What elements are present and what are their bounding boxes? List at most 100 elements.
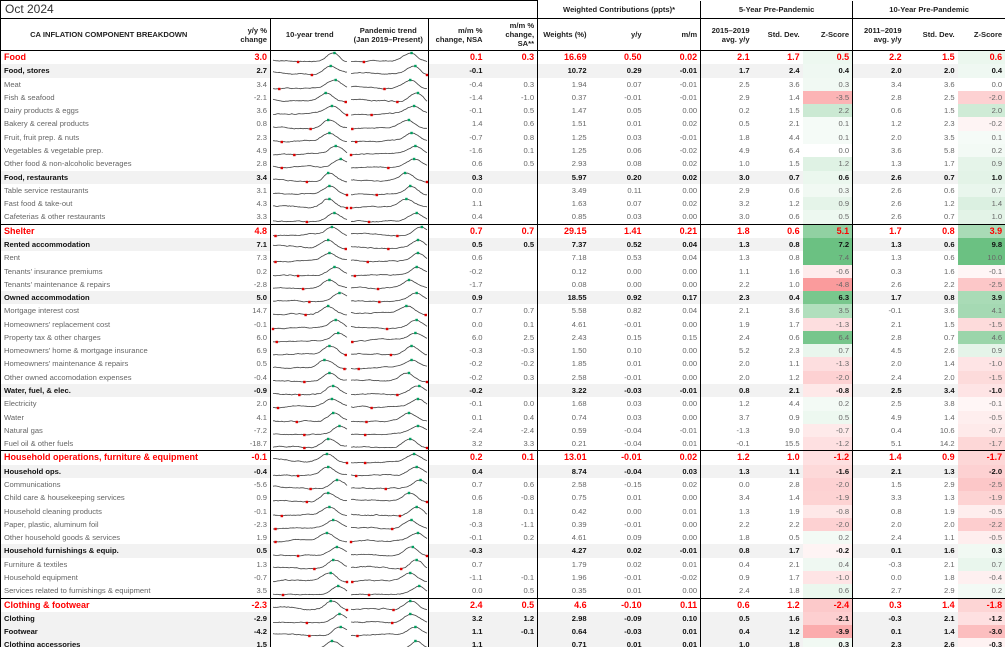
mm-nsa-value: -0.2 [469, 359, 483, 369]
std5-value: 2.2 [789, 519, 800, 529]
z10-value: 4.1 [957, 304, 1005, 318]
table-row: Furniture & textiles 1.3 0.7 1.79 0.02 0.01 0.… [0, 557, 1005, 571]
pandemic-trend-sparkline [348, 170, 429, 184]
z10-value: 0.2 [957, 143, 1005, 158]
z5-value: 6.3 [802, 291, 854, 305]
sparkline-min-marker [377, 301, 381, 304]
z10-value: 1.0 [957, 170, 1005, 184]
col-header-z5: Z-Score [802, 18, 854, 51]
z5-value: 0.4 [802, 64, 854, 78]
std10-value: 2.1 [904, 611, 958, 626]
avg10-value: 2.3 [852, 638, 905, 647]
avg5-value: 3.0 [739, 212, 750, 222]
table-row: Clothing & footwear -2.3 2.4 0.5 4.6 -0.10 0.1… [0, 597, 1005, 612]
z5-value: 0.5 [802, 50, 854, 65]
mm-sa-value [485, 170, 539, 184]
sparkline-max-marker [330, 398, 334, 401]
component-name: Other household goods & services [0, 531, 217, 545]
component-name: Homeowners' home & mortgage insurance [0, 344, 217, 358]
sparkline-path [272, 372, 348, 383]
sparkline-path [350, 172, 427, 183]
sparkline-max-marker [404, 198, 408, 201]
z10-value: 3.9 [957, 291, 1005, 305]
contrib-yy-value: -0.04 [624, 425, 642, 435]
contrib-mm-value: 0.02 [644, 117, 702, 131]
avg5-value: 2.2 [739, 519, 750, 529]
sparkline-path [350, 279, 427, 290]
sparkline-max-marker [326, 438, 330, 441]
avg5-value: 2.9 [739, 92, 750, 102]
sparkline-min-marker [274, 261, 277, 264]
sparkline-max-marker [323, 358, 326, 361]
mm-sa-value: -0.2 [485, 357, 539, 371]
avg5-value: 0.6 [700, 597, 753, 612]
contrib-mm-value: 0.01 [644, 625, 702, 639]
component-name: Cafeterias & other restaurants [0, 210, 217, 225]
yy-value: 4.3 [216, 197, 271, 211]
yy-value: -2.3 [216, 597, 271, 612]
weights-value: 1.94 [571, 79, 587, 89]
mm-nsa-value: 0.9 [428, 291, 486, 305]
avg5-value: 2.1 [739, 306, 750, 316]
contrib-yy-value: -0.01 [624, 519, 642, 529]
contrib-yy-value: 0.01 [626, 493, 642, 503]
component-name: Homeowners' replacement cost [0, 317, 217, 331]
sparkline-max-marker [328, 345, 331, 348]
ten-year-trend-sparkline [271, 491, 349, 504]
avg10-value: 2.8 [891, 92, 902, 102]
weights-value: 0.59 [571, 425, 587, 435]
mm-nsa-value: 3.2 [471, 439, 483, 449]
sparkline-path [272, 66, 348, 76]
sparkline-max-marker [414, 211, 418, 214]
contrib-yy-value: -0.01 [624, 319, 642, 329]
sparkline-max-marker [334, 318, 337, 321]
component-name: Household cleaning products [0, 504, 217, 518]
yy-value: 4.9 [216, 143, 271, 158]
std10-value: 0.6 [904, 237, 958, 252]
table-row: Shelter 4.8 0.7 0.7 29.15 1.41 0.21 1.8 0.6 5.1 1.… [0, 223, 1005, 238]
std10-value: 10.6 [939, 425, 955, 435]
avg10-value: 2.6 [891, 185, 902, 195]
mm-nsa-value: -0.1 [469, 533, 483, 543]
sparkline-path [350, 119, 427, 129]
component-name: Tenants' maintenance & repairs [0, 277, 217, 292]
contrib-mm-value: -0.01 [644, 64, 702, 78]
sparkline-path [350, 266, 427, 277]
mm-nsa-value: -0.2 [469, 372, 483, 382]
component-name: Clothing [0, 611, 217, 626]
z10-value: -1.9 [957, 491, 1005, 505]
avg5-value: 1.8 [739, 132, 750, 142]
sparkline-path [350, 532, 427, 543]
mm-nsa-value: -0.3 [469, 519, 483, 529]
std10-value: 1.9 [944, 506, 955, 516]
z5-value: 7.2 [802, 237, 854, 252]
std10-value: 0.9 [904, 450, 958, 465]
z5-value: 0.3 [802, 638, 854, 647]
sparkline-path [320, 640, 346, 647]
sparkline-path [350, 319, 427, 330]
ten-year-trend-sparkline [271, 91, 349, 104]
sparkline-min-marker [357, 367, 360, 370]
mm-nsa-value: 0.4 [428, 464, 486, 478]
sparkline-path [273, 532, 348, 543]
ten-year-trend-sparkline [271, 584, 349, 598]
avg10-value: 0.1 [852, 625, 905, 639]
col-header-pandemic-trend: Pandemic trend (Jan 2019–Present) [348, 18, 429, 51]
sparkline-path [350, 158, 427, 169]
z10-value: -1.0 [957, 357, 1005, 371]
avg5-value: 2.4 [739, 586, 750, 596]
table-row: Water, fuel, & elec. -0.9 -0.2 3.22 -0.03 -0.… [0, 384, 1005, 398]
pandemic-trend-sparkline [348, 130, 429, 144]
contrib-mm-value: 0.03 [644, 464, 702, 478]
yy-value: 0.2 [216, 264, 271, 278]
table-row: Services related to furnishings & equipm… [0, 584, 1005, 599]
yy-value: 7.3 [216, 251, 271, 265]
z10-value: -2.5 [957, 277, 1005, 292]
z5-value: -2.1 [802, 611, 854, 626]
sparkline-path [350, 345, 427, 356]
ten-year-trend-sparkline [271, 558, 349, 571]
weights-value: 1.79 [571, 559, 587, 569]
table-row: Dairy products & eggs 3.6 -0.1 0.5 1.47 0.05 0… [0, 104, 1005, 118]
avg10-value: 1.5 [891, 480, 902, 489]
sparkline-min-marker [280, 140, 283, 144]
